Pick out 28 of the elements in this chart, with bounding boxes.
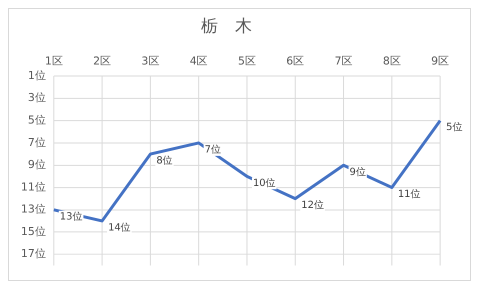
data-label: 7位 — [204, 143, 221, 156]
chart-title: 栃 木 — [201, 15, 252, 36]
data-label: 11位 — [398, 188, 421, 200]
x-tick-label: 6区 — [286, 54, 304, 68]
y-tick-label: 17位 — [20, 247, 46, 260]
x-tick-label: 5区 — [238, 54, 256, 68]
x-tick-label: 3区 — [141, 54, 160, 68]
data-label: 12位 — [301, 199, 324, 212]
y-tick-label: 3位 — [28, 91, 46, 104]
x-tick-label: 8区 — [382, 54, 401, 68]
x-tick-label: 9区 — [431, 54, 450, 68]
y-tick-label: 15位 — [20, 224, 46, 238]
y-tick-label: 11位 — [20, 180, 46, 194]
data-label: 14位 — [108, 221, 131, 234]
data-label: 5位 — [446, 121, 462, 134]
data-label: 8位 — [156, 154, 173, 167]
y-tick-label: 5位 — [28, 114, 46, 127]
data-label: 10位 — [252, 176, 276, 189]
data-label: 9位 — [350, 166, 366, 178]
x-tick-label: 2区 — [93, 54, 112, 68]
y-tick-label: 7位 — [28, 136, 46, 149]
x-tick-label: 7区 — [334, 54, 353, 68]
x-tick-label: 1区 — [44, 54, 63, 68]
y-tick-label: 13位 — [20, 202, 46, 216]
x-tick-label: 4区 — [190, 54, 208, 68]
y-tick-label: 9位 — [28, 158, 46, 172]
data-label: 13位 — [60, 210, 82, 222]
y-tick-label: 1位 — [28, 68, 46, 82]
